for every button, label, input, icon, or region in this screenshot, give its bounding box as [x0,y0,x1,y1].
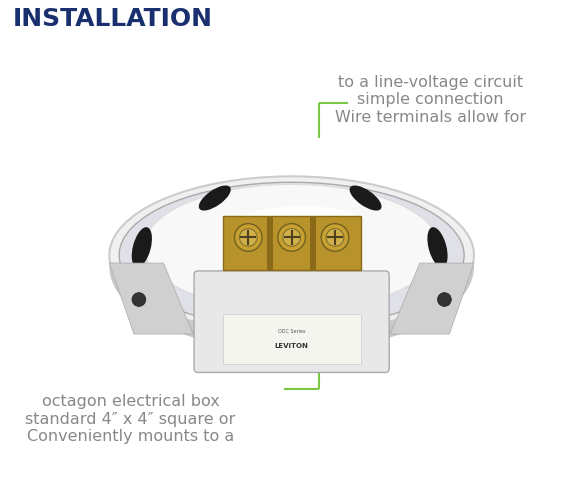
Text: to a line-voltage circuit: to a line-voltage circuit [338,75,523,89]
Text: simple connection: simple connection [358,92,504,107]
Text: LEVITON: LEVITON [275,343,309,349]
Circle shape [321,223,349,251]
Bar [310,216,316,270]
Ellipse shape [144,184,439,310]
Ellipse shape [350,186,382,211]
Ellipse shape [428,227,448,268]
Ellipse shape [199,186,231,211]
Ellipse shape [119,182,464,328]
Bar [223,314,360,363]
Text: Conveniently mounts to a: Conveniently mounts to a [27,429,234,444]
Text: INSTALLATION: INSTALLATION [13,7,213,31]
Text: standard 4″ x 4″ square or: standard 4″ x 4″ square or [25,411,236,427]
Polygon shape [109,263,193,334]
Circle shape [235,223,262,251]
Ellipse shape [109,183,474,351]
Circle shape [278,223,306,251]
Ellipse shape [109,176,474,334]
Circle shape [283,229,301,246]
Ellipse shape [132,227,152,268]
Circle shape [132,293,146,306]
Polygon shape [390,263,474,334]
Bar [267,216,273,270]
Circle shape [326,229,344,246]
Text: octagon electrical box: octagon electrical box [42,394,219,409]
Text: ODC Series: ODC Series [278,329,305,334]
Text: Wire terminals allow for: Wire terminals allow for [335,110,526,125]
Bar [223,216,360,270]
Circle shape [438,293,451,306]
FancyBboxPatch shape [194,271,389,373]
Ellipse shape [243,206,360,236]
Circle shape [239,229,257,246]
